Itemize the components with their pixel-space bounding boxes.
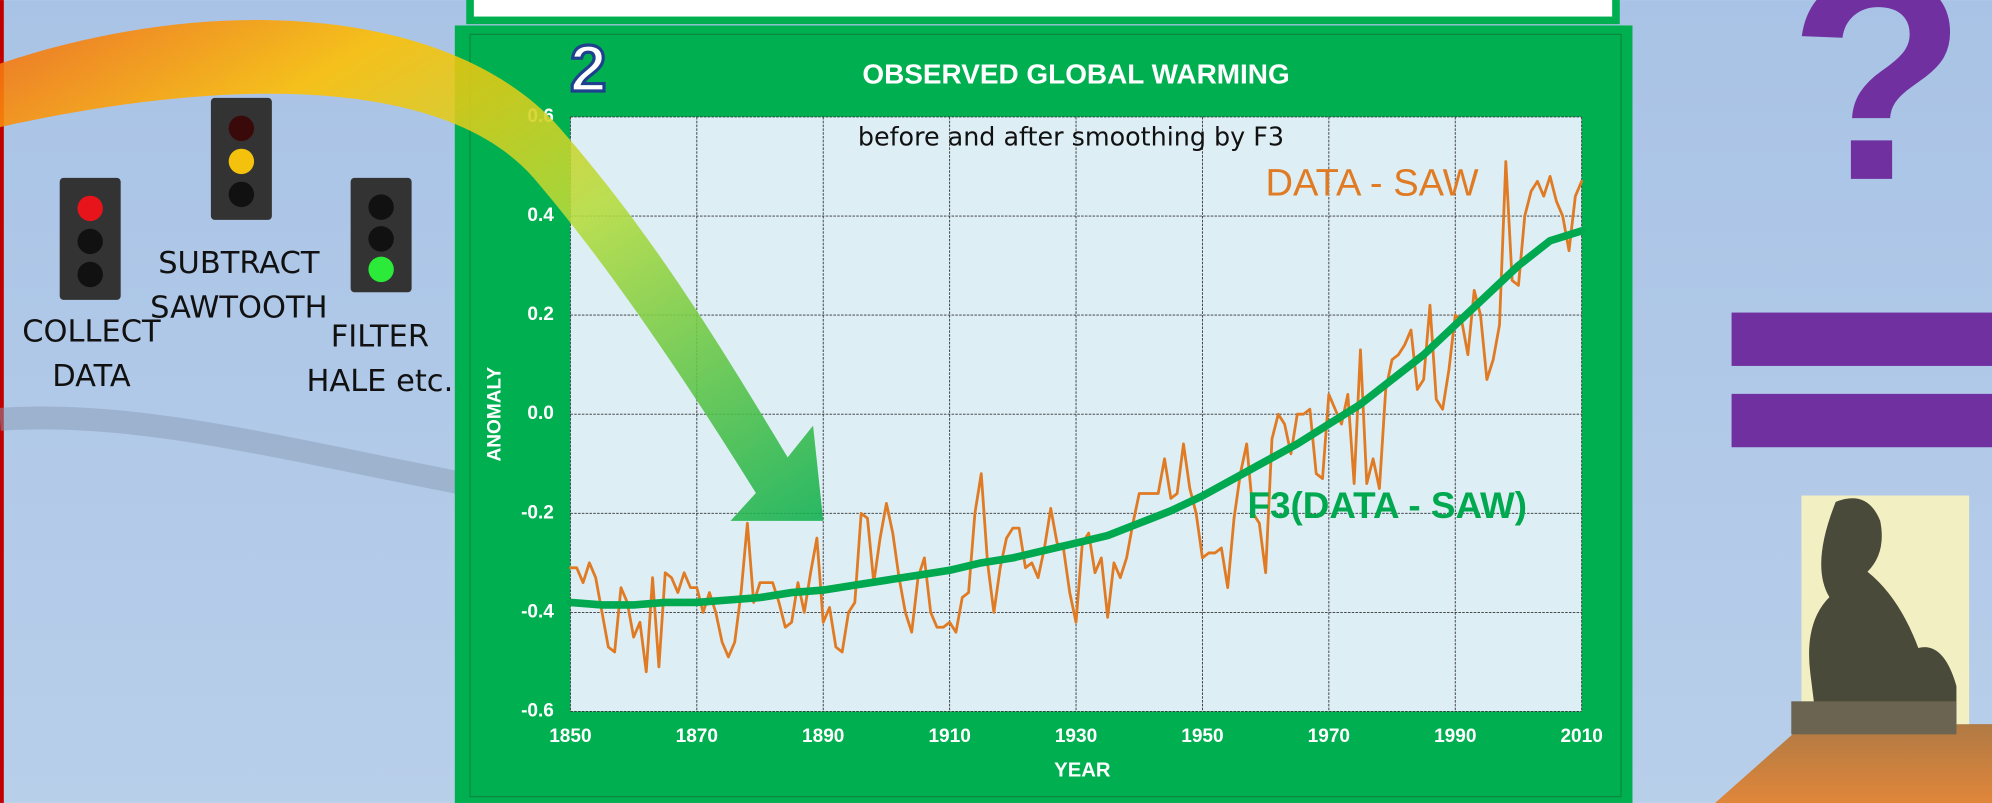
panel-border: [469, 33, 1622, 798]
top-box: [466, 0, 1620, 25]
data-line: [566, 227, 1586, 609]
x-tick-label: 2010: [1560, 726, 1602, 747]
traffic-light: [59, 177, 121, 300]
chart-title: OBSERVED GLOBAL WARMING: [862, 59, 1289, 90]
data-line: [569, 160, 1584, 674]
left-edge: [0, 0, 4, 803]
x-tick-label: 1850: [549, 726, 591, 747]
step-label: SUBTRACT: [158, 246, 320, 281]
y-tick-label: -0.2: [521, 502, 554, 523]
slide-number: 2: [570, 31, 607, 105]
y-tick-label: 0.2: [527, 304, 553, 325]
pedestal: [1715, 724, 1992, 803]
y-tick-label: -0.6: [521, 701, 554, 722]
process-arrow: [0, 20, 824, 521]
step-label: SAWTOOTH: [150, 290, 327, 325]
step-label: HALE etc.: [306, 364, 453, 399]
series-label: F3(DATA - SAW): [1247, 485, 1527, 526]
chart-subtitle: before and after smoothing by F3: [858, 122, 1284, 152]
x-tick-label: 1910: [928, 726, 970, 747]
step-label: COLLECT: [22, 314, 161, 349]
equals-bar: [1731, 312, 1992, 366]
x-tick-label: 1870: [676, 726, 718, 747]
y-tick-label: -0.4: [521, 601, 554, 622]
x-tick-label: 1970: [1308, 726, 1350, 747]
traffic-light: [210, 97, 272, 220]
statue: [1809, 498, 1957, 725]
equals-bar: [1731, 393, 1992, 448]
x-tick-label: 1890: [802, 726, 844, 747]
x-axis-label: YEAR: [1054, 760, 1111, 782]
statue-base: [1791, 701, 1957, 735]
ticks: -0.6-0.4-0.20.00.20.40.61850187018901910…: [521, 106, 1603, 747]
y-tick-label: 0.4: [527, 205, 554, 226]
traffic-light: [350, 177, 412, 293]
y-axis-label: ANOMALY: [484, 367, 505, 462]
step-label: DATA: [52, 359, 131, 394]
lines: [566, 160, 1586, 674]
y-tick-label: 0.0: [527, 403, 553, 424]
x-tick-label: 1950: [1181, 726, 1223, 747]
x-tick-label: 1930: [1055, 726, 1097, 747]
step-label: FILTER: [331, 319, 429, 354]
x-tick-label: 1990: [1434, 726, 1476, 747]
question-mark: ?: [1788, 0, 1966, 241]
series-label: DATA - SAW: [1265, 163, 1478, 205]
